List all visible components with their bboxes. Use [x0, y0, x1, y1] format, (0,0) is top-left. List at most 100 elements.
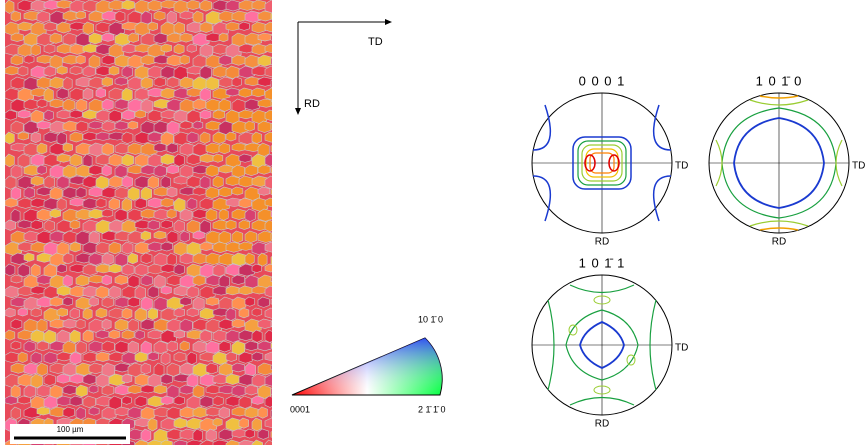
- grain: [271, 275, 285, 283]
- grain: [11, 33, 23, 42]
- grain: [96, 88, 106, 98]
- figure: 100 µm TD RD 0001 2 1̄ 1̄ 0 10 1̄ 0 0 0 …: [0, 0, 865, 445]
- grain: [252, 88, 264, 97]
- grain: [213, 110, 225, 119]
- grain: [18, 22, 32, 31]
- grain: [70, 198, 85, 206]
- grain: [37, 407, 49, 415]
- grain: [271, 33, 286, 42]
- grain: [226, 22, 239, 31]
- grain: [271, 429, 287, 439]
- grain: [180, 33, 192, 42]
- grain: [239, 110, 253, 119]
- scale-label: 100 µm: [57, 425, 84, 434]
- grain: [76, 319, 85, 329]
- grain: [174, 330, 185, 338]
- grain: [18, 220, 31, 228]
- grain: [200, 154, 214, 162]
- grain: [219, 165, 233, 173]
- grain: [57, 308, 68, 316]
- grain: [180, 11, 193, 19]
- grain: [252, 352, 263, 361]
- grain: [89, 385, 98, 393]
- grain: [265, 44, 278, 53]
- grain: [226, 286, 239, 295]
- grain: [57, 66, 67, 74]
- grain: [24, 253, 34, 261]
- grain: [63, 297, 73, 306]
- grain: [37, 99, 47, 108]
- grain: [18, 308, 27, 316]
- grain: [232, 363, 244, 372]
- grain: [271, 297, 284, 306]
- grain: [206, 297, 219, 305]
- grain: [213, 154, 223, 162]
- grain: [122, 374, 132, 383]
- grain: [57, 110, 71, 119]
- grain: [96, 330, 109, 339]
- grain: [232, 77, 241, 87]
- grain: [200, 242, 212, 251]
- grain: [174, 176, 188, 184]
- grain: [271, 363, 287, 371]
- grain: [11, 341, 21, 350]
- grain: [57, 264, 66, 273]
- grain: [219, 33, 228, 42]
- grain: [44, 44, 55, 53]
- arrow-head: [385, 19, 392, 25]
- grain: [154, 11, 165, 20]
- grain: [232, 143, 246, 151]
- grain: [232, 187, 243, 195]
- pf-title: 1 0 1̄ 0: [756, 73, 803, 88]
- grain: [161, 44, 172, 52]
- grain: [180, 55, 189, 64]
- page: {"orientation_axes": {"horizontal": "TD"…: [0, 0, 865, 445]
- grain: [24, 55, 34, 63]
- pf-td: TD: [675, 161, 688, 172]
- grain: [161, 396, 173, 404]
- pf-rd: RD: [595, 237, 609, 248]
- grain: [31, 308, 41, 317]
- grain: [226, 132, 236, 141]
- grain: [239, 242, 253, 250]
- grain: [135, 110, 146, 118]
- grain: [102, 275, 112, 285]
- grain: [102, 319, 111, 329]
- grain: [5, 308, 15, 317]
- grain: [70, 66, 82, 75]
- grain: [18, 66, 28, 76]
- grain: [76, 55, 85, 64]
- grain: [50, 99, 63, 108]
- grain: [271, 253, 286, 267]
- grain: [271, 11, 282, 21]
- grain: [18, 396, 30, 404]
- pf-td: TD: [675, 343, 688, 354]
- grain: [102, 209, 113, 217]
- grain: [89, 407, 99, 415]
- grain: [83, 132, 97, 141]
- grain: [271, 385, 283, 397]
- grain: [115, 77, 127, 85]
- grain: [187, 308, 198, 317]
- pole-figure: 0 0 0 1 TD RD: [532, 73, 688, 247]
- grain: [174, 308, 185, 317]
- grain: [258, 187, 270, 195]
- grain: [70, 220, 80, 229]
- ipf-legend: 0001 2 1̄ 1̄ 0 10 1̄ 0: [290, 314, 446, 414]
- grain: [271, 55, 283, 67]
- grain: [271, 165, 286, 175]
- grain: [245, 297, 255, 306]
- grain: [271, 407, 282, 419]
- grain: [193, 187, 206, 195]
- grain: [271, 231, 288, 241]
- grain: [167, 165, 179, 174]
- grain: [89, 297, 98, 306]
- grain: [57, 0, 72, 8]
- grain: [76, 11, 86, 19]
- grain: [239, 286, 252, 295]
- grain: [115, 407, 129, 416]
- grain: [245, 121, 255, 131]
- grain: [271, 209, 282, 218]
- arrow-head: [295, 108, 301, 115]
- axes-arrows: TD RD: [295, 19, 392, 115]
